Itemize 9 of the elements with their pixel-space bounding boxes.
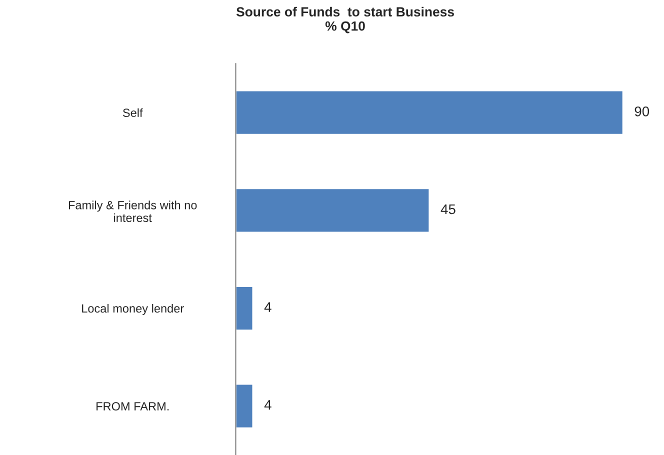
y-tick-label: Family & Friends with no interest (68, 200, 197, 222)
data-label: 45 (440, 204, 456, 214)
data-label: 4 (264, 302, 272, 312)
chart-title: Source of Funds to start Business % Q10 (236, 6, 454, 34)
y-tick-label: Self (122, 108, 143, 118)
y-tick-label: FROM FARM. (96, 402, 169, 410)
y-tick-label: Local money lender (82, 304, 184, 315)
data-label: 90 (634, 106, 650, 116)
data-label: 4 (264, 400, 272, 410)
